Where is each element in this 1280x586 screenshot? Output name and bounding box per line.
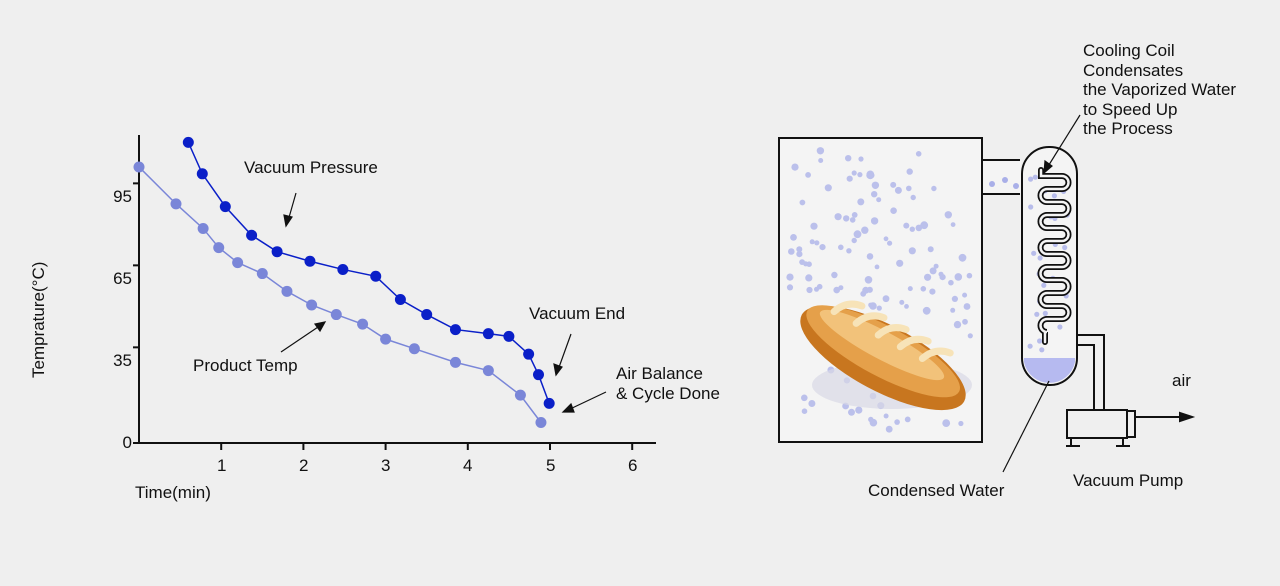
vacuum-pressure-point — [246, 229, 258, 241]
vacuum-pressure-point — [543, 397, 555, 409]
y-tick-35: 35 — [113, 351, 132, 370]
vacuum-pressure-point — [394, 294, 406, 306]
product-temp-point — [482, 365, 494, 377]
x-tick-4: 4 — [463, 456, 473, 475]
chart-lines — [138, 142, 550, 423]
x-tick-2: 2 — [299, 456, 309, 475]
x-tick-5: 5 — [546, 456, 556, 475]
air-balance-arrowhead — [561, 402, 575, 413]
product-temp-arrowhead — [313, 321, 327, 333]
product-temp-point — [449, 356, 461, 368]
product-temp-point — [133, 161, 145, 173]
product-temp-point — [306, 299, 318, 311]
chart-ticks — [133, 182, 634, 450]
condensed-water-pointer — [1002, 380, 1050, 473]
vacuum-pressure-point — [182, 136, 194, 148]
cooling-coil-line-2: Condensates — [1083, 60, 1184, 80]
product-temp-arrow — [280, 324, 322, 353]
air-balance-label-2: & Cycle Done — [616, 384, 720, 403]
cooling-coil-line-5: the Process — [1083, 119, 1173, 138]
vacuum-pressure-point — [523, 348, 535, 360]
product-temp-point — [213, 242, 225, 254]
air-label: air — [1172, 371, 1191, 390]
air-balance-arrow — [567, 391, 607, 411]
condenser-column — [1021, 146, 1078, 386]
vacuum-pressure-line — [187, 142, 550, 404]
vacuum-pressure-point — [196, 168, 208, 180]
product-temp-point — [330, 309, 342, 321]
product-temp-point — [170, 198, 182, 210]
vacuum-pressure-point — [532, 369, 544, 381]
vacuum-pressure-point — [271, 246, 283, 258]
product-temp-point — [380, 333, 392, 345]
vacuum-pressure-point — [421, 309, 433, 321]
vacuum-end-arrow — [557, 333, 572, 371]
vacuum-pressure-point — [482, 328, 494, 340]
vacuum-pressure-label: Vacuum Pressure — [244, 158, 378, 177]
vacuum-pressure-point — [337, 263, 349, 275]
pump-piping — [1066, 334, 1196, 447]
vacuum-pump-label: Vacuum Pump — [1073, 471, 1184, 490]
product-temp-label: Product Temp — [193, 356, 298, 375]
product-temp-point — [197, 222, 209, 234]
annotation-arrows — [280, 192, 607, 413]
vacuum-pressure-point — [370, 270, 382, 282]
cooling-coil-line-3: the Vaporized Water — [1083, 80, 1237, 99]
vacuum-pressure-point — [304, 255, 316, 267]
vacuum-pressure-point — [219, 201, 231, 213]
vacuum-pressure-arrowhead — [283, 214, 293, 228]
x-axis-title: Time(min) — [135, 483, 211, 502]
y-tick-0: 0 — [122, 433, 132, 452]
product-temp-point — [514, 389, 526, 401]
product-temp-point — [535, 417, 547, 429]
product-temp-point — [232, 257, 244, 269]
cooling-coil-pointer — [1046, 114, 1081, 169]
x-tick-1: 1 — [217, 456, 227, 475]
air-balance-label-1: Air Balance — [616, 364, 703, 383]
condensed-water-label: Condensed Water — [868, 481, 1005, 500]
vapor-pipe — [982, 159, 1021, 195]
cooling-coil-caption: Cooling Coil Condensates the Vaporized W… — [1083, 41, 1236, 139]
vacuum-pump-body — [1066, 409, 1128, 439]
x-tick-3: 3 — [381, 456, 391, 475]
chart-axes — [138, 135, 656, 444]
x-tick-6: 6 — [628, 456, 638, 475]
product-temp-point — [408, 343, 420, 355]
bread-image — [800, 300, 972, 411]
vacuum-pressure-point — [503, 330, 515, 342]
y-tick-95: 95 — [113, 187, 132, 206]
cooling-coil-line-4: to Speed Up — [1083, 99, 1178, 119]
vacuum-end-arrowhead — [553, 363, 563, 377]
y-axis-title: Temprature(°C) — [29, 261, 48, 378]
chart-points — [133, 136, 555, 429]
product-temp-point — [256, 268, 268, 280]
cooling-coil-line-1: Cooling Coil — [1083, 41, 1175, 60]
y-tick-65: 65 — [113, 269, 132, 288]
product-temp-point — [357, 318, 369, 330]
product-temp-line — [138, 166, 542, 423]
vacuum-end-label: Vacuum End — [529, 304, 626, 323]
vapor-particles — [786, 147, 973, 433]
vacuum-pressure-point — [449, 324, 461, 336]
cooling-coil-pointer-head — [1043, 159, 1053, 175]
product-temp-point — [281, 285, 293, 297]
